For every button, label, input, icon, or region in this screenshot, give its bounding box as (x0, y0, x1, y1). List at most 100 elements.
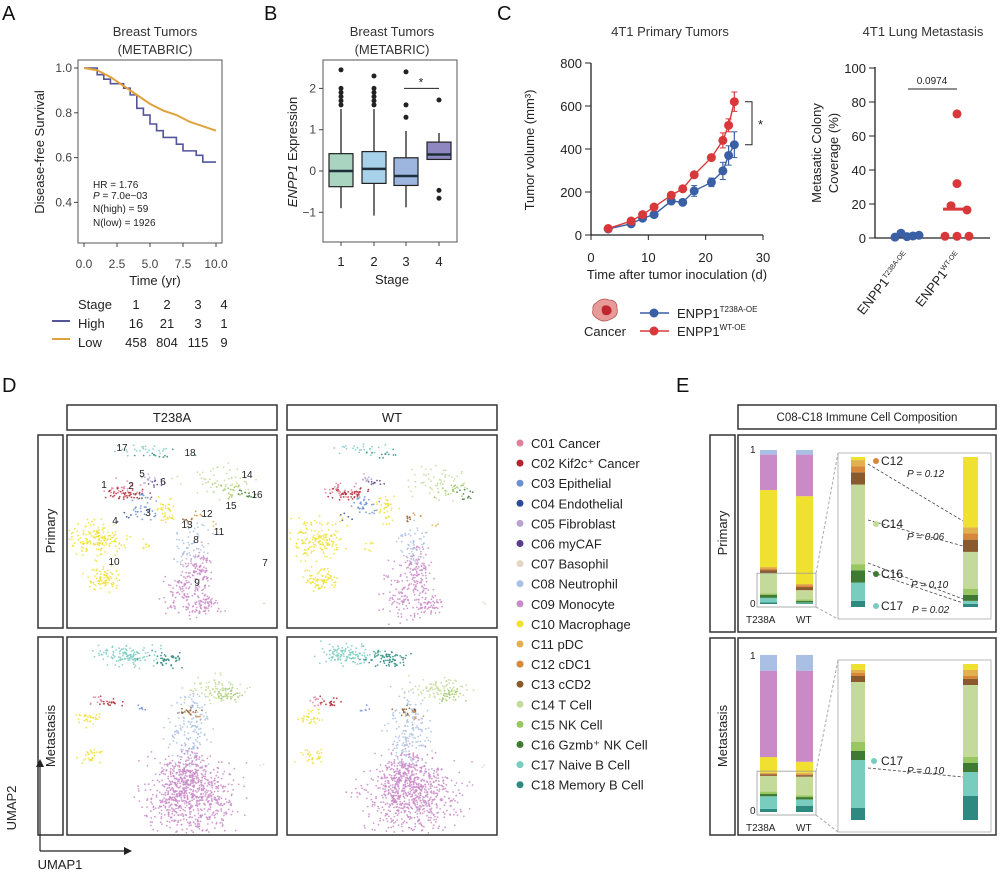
umap-point (420, 465, 423, 468)
y-tick-label: 20 (852, 197, 866, 212)
umap-point (168, 503, 170, 506)
umap-point (97, 536, 100, 538)
umap-point (89, 703, 92, 706)
umap-point (404, 738, 407, 740)
umap-point (402, 656, 405, 659)
umap-point (160, 816, 163, 818)
umap-point (225, 695, 227, 698)
umap-point (191, 594, 194, 597)
umap-point (352, 656, 354, 659)
umap-point (206, 797, 209, 800)
umap-point (187, 783, 190, 786)
umap-point (452, 798, 455, 800)
umap-point (202, 787, 205, 790)
umap-point (179, 587, 182, 589)
umap-point (187, 770, 190, 773)
umap-point (407, 547, 409, 550)
umap-point (196, 583, 199, 586)
umap-point (184, 577, 187, 579)
umap-point (221, 696, 223, 698)
umap-point (375, 795, 377, 798)
umap-point (191, 781, 194, 784)
umap-point (320, 703, 322, 706)
umap-point (418, 558, 420, 561)
umap-point (410, 763, 413, 766)
y-tick-label: 40 (852, 163, 866, 178)
umap-point (412, 766, 415, 768)
umap-point (204, 612, 207, 615)
umap-point (197, 733, 200, 735)
umap-point (120, 544, 123, 547)
umap-point (183, 597, 185, 599)
umap-point (165, 518, 167, 521)
umap-point (386, 802, 389, 805)
umap-point (403, 797, 406, 799)
umap-point (119, 656, 122, 659)
umap-point (393, 740, 396, 743)
umap-point (156, 483, 159, 486)
umap-point (436, 792, 439, 795)
umap-point (172, 591, 174, 594)
umap-point (179, 561, 182, 563)
umap-point (187, 756, 190, 759)
umap-point (186, 520, 189, 522)
umap-point (158, 455, 161, 458)
umap-point (318, 587, 320, 590)
umap-point (183, 776, 186, 779)
umap-point (414, 532, 416, 535)
umap-point (408, 793, 410, 795)
umap-point (297, 532, 300, 535)
umap-point (228, 687, 231, 690)
umap-point (371, 803, 374, 806)
umap-point (221, 682, 223, 685)
umap-point (179, 651, 181, 654)
umap-point (144, 652, 147, 655)
umap-point (102, 527, 104, 529)
umap-point (89, 541, 92, 544)
umap-point (350, 644, 353, 647)
umap-point (171, 796, 174, 799)
umap-point (462, 493, 465, 495)
umap-point (224, 689, 227, 692)
umap-point (193, 773, 196, 775)
umap-point (308, 570, 311, 572)
legend-item: C03 Epithelial (516, 476, 611, 491)
umap-point (443, 480, 446, 483)
umap-point (416, 769, 419, 771)
umap-point (180, 574, 183, 577)
umap-point (178, 806, 181, 809)
umap-point (398, 581, 400, 583)
umap-point (224, 692, 227, 694)
umap-point (76, 756, 78, 759)
umap-point (453, 824, 456, 827)
umap-point (171, 477, 174, 480)
umap-point (175, 659, 178, 662)
umap-point (398, 761, 401, 764)
umap-point (422, 574, 424, 577)
umap-point (385, 766, 388, 768)
umap-point (317, 537, 319, 540)
umap-point (387, 789, 390, 791)
umap-point (187, 546, 189, 549)
umap-point (324, 488, 326, 491)
umap-point (180, 814, 182, 816)
umap-point (169, 743, 171, 746)
umap-axes: UMAP2 UMAP1 (4, 759, 132, 872)
umap-point (398, 739, 401, 742)
umap-point (199, 513, 202, 516)
umap-point (430, 783, 433, 785)
umap-point (144, 445, 147, 448)
umap-point (336, 648, 339, 651)
umap-point (415, 799, 418, 802)
umap-point (417, 601, 420, 604)
umap-point (173, 558, 175, 560)
umap-point (306, 719, 308, 721)
umap-point (247, 488, 250, 491)
umap-point (336, 577, 339, 580)
umap-point (415, 548, 418, 551)
umap-point (307, 580, 309, 583)
risk-stage: 1 (132, 297, 139, 312)
plot-frame (322, 59, 458, 243)
umap-point (92, 581, 95, 584)
umap-point (207, 795, 210, 798)
